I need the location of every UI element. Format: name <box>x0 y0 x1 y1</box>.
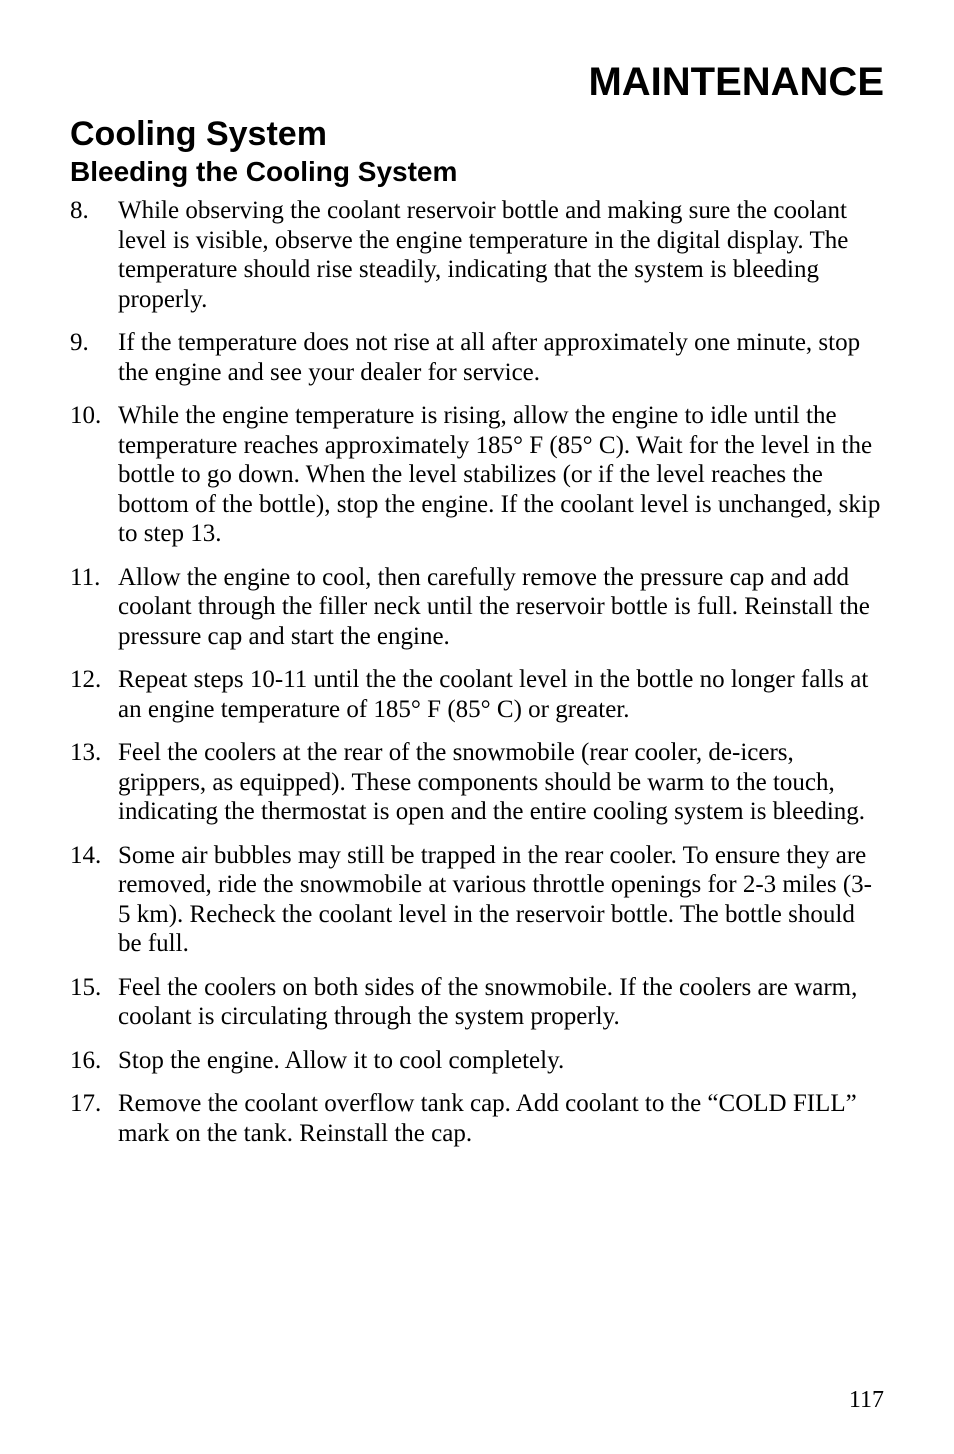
list-number: 14. <box>70 841 118 959</box>
main-heading: MAINTENANCE <box>70 60 884 105</box>
list-number: 17. <box>70 1089 118 1148</box>
list-number: 12. <box>70 665 118 724</box>
list-item: 17.Remove the coolant overflow tank cap.… <box>70 1089 884 1148</box>
list-text: Some air bubbles may still be trapped in… <box>118 841 884 959</box>
list-item: 13.Feel the coolers at the rear of the s… <box>70 738 884 827</box>
list-text: Repeat steps 10-11 until the the coolant… <box>118 665 884 724</box>
list-item: 16.Stop the engine. Allow it to cool com… <box>70 1046 884 1076</box>
list-text: Feel the coolers at the rear of the snow… <box>118 738 884 827</box>
list-text: While the engine temperature is rising, … <box>118 401 884 549</box>
list-text: While observing the coolant reservoir bo… <box>118 196 884 314</box>
list-text: Remove the coolant overflow tank cap. Ad… <box>118 1089 884 1148</box>
list-item: 8.While observing the coolant reservoir … <box>70 196 884 314</box>
list-number: 8. <box>70 196 118 314</box>
list-number: 9. <box>70 328 118 387</box>
list-number: 15. <box>70 973 118 1032</box>
list-item: 12.Repeat steps 10-11 until the the cool… <box>70 665 884 724</box>
list-number: 16. <box>70 1046 118 1076</box>
section-heading: Cooling System <box>70 115 884 154</box>
list-item: 15.Feel the coolers on both sides of the… <box>70 973 884 1032</box>
list-number: 13. <box>70 738 118 827</box>
list-item: 14.Some air bubbles may still be trapped… <box>70 841 884 959</box>
list-text: If the temperature does not rise at all … <box>118 328 884 387</box>
list-item: 11.Allow the engine to cool, then carefu… <box>70 563 884 652</box>
page-number: 117 <box>849 1387 884 1414</box>
list-item: 9.If the temperature does not rise at al… <box>70 328 884 387</box>
list-text: Feel the coolers on both sides of the sn… <box>118 973 884 1032</box>
list-text: Stop the engine. Allow it to cool comple… <box>118 1046 884 1076</box>
list-text: Allow the engine to cool, then carefully… <box>118 563 884 652</box>
subsection-heading: Bleeding the Cooling System <box>70 156 884 188</box>
list-number: 10. <box>70 401 118 549</box>
procedure-list: 8.While observing the coolant reservoir … <box>70 196 884 1148</box>
list-item: 10.While the engine temperature is risin… <box>70 401 884 549</box>
list-number: 11. <box>70 563 118 652</box>
